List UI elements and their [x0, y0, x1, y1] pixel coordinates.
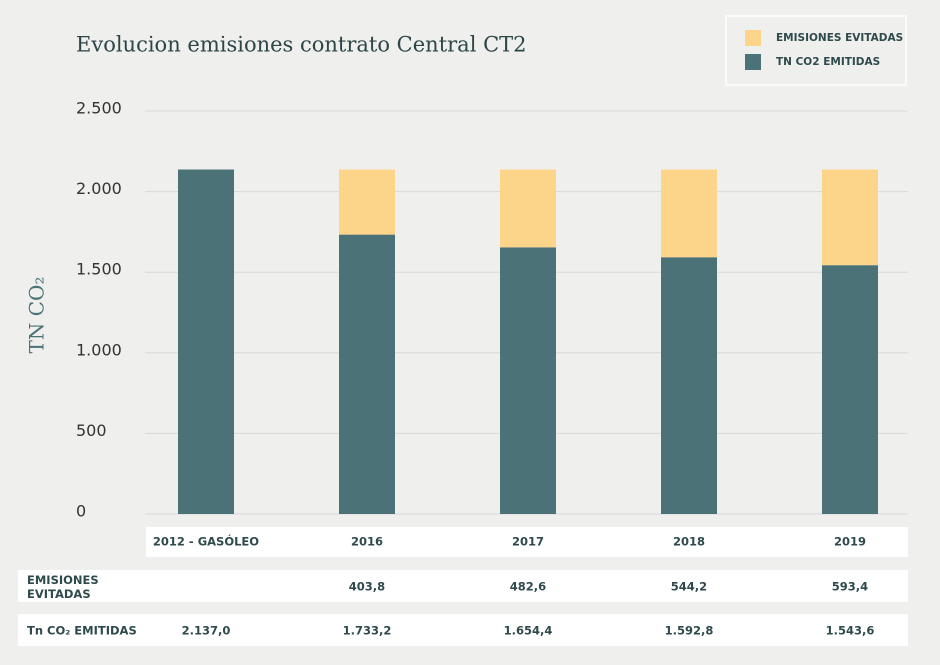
bar-segment: [339, 234, 395, 514]
y-tick-label: 1.500: [76, 260, 122, 279]
y-tick-label: 1.000: [76, 340, 122, 359]
table-cell: 593,4: [832, 580, 868, 594]
legend-swatch: [745, 54, 761, 70]
bar-segment: [500, 169, 556, 248]
x-tick-label: 2018: [673, 535, 705, 549]
bar-segment: [822, 169, 878, 266]
table-cell: 1.592,8: [665, 624, 714, 638]
x-tick-label: 2019: [834, 535, 866, 549]
y-tick-label: 2.000: [76, 179, 122, 198]
table-row: [18, 614, 908, 646]
legend-label: EMISIONES EVITADAS: [776, 32, 903, 44]
table-cell: 482,6: [510, 580, 546, 594]
table-row-label: EMISIONES EVITADAS: [27, 573, 103, 601]
x-tick-label: 2016: [351, 535, 383, 549]
y-tick-label: 0: [76, 502, 86, 521]
legend-swatch: [745, 30, 761, 46]
table-cell: 403,8: [349, 580, 385, 594]
y-axis-label: TN CO₂: [25, 277, 49, 354]
table-cell: 1.543,6: [826, 624, 875, 638]
bar-segment: [822, 265, 878, 514]
y-tick-label: 500: [76, 421, 107, 440]
table-cell: 1.733,2: [343, 624, 392, 638]
table-cell: 2.137,0: [182, 624, 231, 638]
chart-title: Evolucion emisiones contrato Central CT2: [76, 33, 527, 57]
x-tick-label: 2012 - GASÓLEO: [153, 534, 259, 549]
x-tick-label: 2017: [512, 535, 544, 549]
bar-segment: [178, 169, 234, 514]
bar-segment: [661, 257, 717, 514]
table-header-row: [146, 527, 908, 557]
legend-box: [725, 15, 907, 86]
table-cell: 1.654,4: [504, 624, 553, 638]
y-tick-label: 2.500: [76, 99, 122, 118]
table-cell: 544,2: [671, 580, 707, 594]
table-row-label: Tn CO₂ EMITIDAS: [27, 624, 137, 638]
bar-segment: [661, 169, 717, 258]
legend-label: TN CO2 EMITIDAS: [776, 56, 880, 68]
table-row: [18, 570, 908, 602]
bar-segment: [500, 247, 556, 514]
bar-segment: [339, 169, 395, 235]
